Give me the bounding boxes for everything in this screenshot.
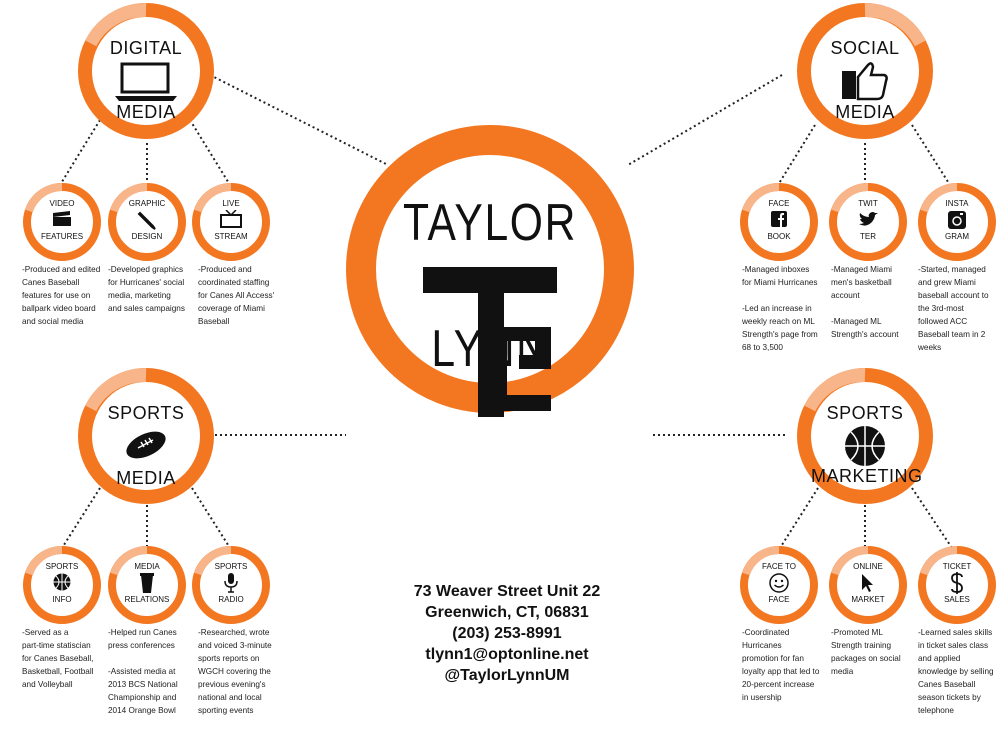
skill-top-label: FACE TO	[762, 562, 796, 571]
skill-bottom-label: STREAM	[214, 232, 248, 241]
hub-social-media: SOCIAL MEDIA	[797, 3, 933, 139]
skill-top-label: MEDIA	[134, 562, 160, 571]
skill-top-label: FACE	[768, 199, 790, 208]
hub-sports-marketing: SPORTS MARKETING	[797, 368, 933, 504]
skill-top-label: LIVE	[222, 199, 240, 208]
contact-address2: Greenwich, CT, 06831	[425, 604, 589, 621]
hub-bottom-label: MEDIA	[835, 102, 895, 122]
first-name: TAYLOR	[402, 194, 578, 252]
laptop-icon	[115, 62, 177, 101]
center-ring: TAYLOR LYNN	[346, 125, 634, 417]
skill-top-label: INSTA	[945, 199, 969, 208]
skill-graphic-design: GRAPHIC DESIGN	[108, 183, 186, 261]
skill-media-relations: MEDIA RELATIONS	[108, 546, 186, 624]
skill-online-market: ONLINE MARKET	[829, 546, 907, 624]
basketball-icon	[845, 426, 885, 466]
skill-live-stream: LIVE STREAM	[192, 183, 270, 261]
hub-top-label: SPORTS	[107, 403, 185, 423]
skill-ticket-sales: TICKET SALES	[918, 546, 996, 624]
skill-top-label: GRAPHIC	[128, 199, 166, 208]
skill-bottom-label: TER	[860, 232, 876, 241]
skill-bottom-label: SALES	[944, 595, 970, 604]
skill-instagram: INSTA GRAM	[918, 183, 996, 261]
tv-icon	[220, 210, 242, 228]
hub-top-label: DIGITAL	[109, 38, 183, 58]
contact-twitter-handle[interactable]: @TaylorLynnUM	[444, 667, 570, 684]
skill-top-label: TWIT	[858, 199, 878, 208]
smiley-icon	[769, 573, 789, 593]
skill-bottom-label: BOOK	[767, 232, 791, 241]
skill-twitter: TWIT TER	[829, 183, 907, 261]
thumbs-up-icon	[842, 62, 888, 101]
contact-email[interactable]: tlynn1@optonline.net	[425, 646, 589, 663]
skill-description: -Managed inboxes for Miami Hurricanes -L…	[742, 265, 818, 352]
clapperboard-icon	[53, 211, 71, 226]
skill-description: -Promoted ML Strength training packages …	[831, 628, 901, 676]
skill-top-label: TICKET	[942, 562, 972, 571]
skill-top-label: VIDEO	[49, 199, 75, 208]
skill-sports-info: SPORTS INFO	[23, 546, 101, 624]
facebook-icon	[771, 211, 787, 227]
cup-icon	[140, 573, 154, 593]
skill-bottom-label: DESIGN	[131, 232, 163, 241]
skill-bottom-label: MARKET	[851, 595, 885, 604]
skill-bottom-label: FEATURES	[40, 232, 84, 241]
skill-bottom-label: RADIO	[218, 595, 244, 604]
skill-bottom-label: GRAM	[945, 232, 969, 241]
skill-bottom-label: FACE	[768, 595, 790, 604]
skill-description: -Learned sales skills in ticket sales cl…	[918, 628, 994, 715]
dollar-icon	[951, 572, 963, 594]
hub-sports-media: SPORTS MEDIA	[78, 368, 214, 504]
instagram-icon	[948, 211, 966, 229]
hub-digital-media: DIGITAL MEDIA	[78, 3, 214, 139]
hub-top-label: SOCIAL	[830, 38, 900, 58]
contact-address1: 73 Weaver Street Unit 22	[413, 583, 601, 600]
contact-phone: (203) 253-8991	[452, 625, 562, 642]
skill-top-label: SPORTS	[214, 562, 248, 571]
basketball-icon	[53, 573, 71, 591]
football-icon	[126, 431, 166, 459]
hub-top-label: SPORTS	[826, 403, 904, 423]
hub-bottom-label: MEDIA	[116, 468, 176, 488]
skill-facebook: FACE BOOK	[740, 183, 818, 261]
microphone-icon	[224, 573, 238, 593]
monogram-logo	[423, 267, 557, 417]
skill-description: -Started, managed and grew Miami basebal…	[918, 265, 989, 352]
skill-top-label: SPORTS	[45, 562, 79, 571]
skill-sports-radio: SPORTS RADIO	[192, 546, 270, 624]
skill-description: -Managed Miami men's basketball account …	[831, 265, 899, 339]
skill-face-to-face: FACE TO FACE	[740, 546, 818, 624]
skill-bottom-label: INFO	[52, 595, 72, 604]
skill-description: -Produced and edited Canes Baseball feat…	[22, 265, 101, 326]
pencil-icon	[137, 211, 156, 230]
skill-description: -Helped run Canes press conferences -Ass…	[108, 628, 178, 715]
skill-description: -Coordinated Hurricanes promotion for fa…	[742, 628, 820, 702]
hub-bottom-label: MARKETING	[811, 466, 923, 486]
skill-bottom-label: RELATIONS	[124, 595, 170, 604]
skill-video-features: VIDEO FEATURES	[23, 183, 101, 261]
last-name: LYNN	[431, 320, 549, 378]
twitter-bird-icon	[859, 212, 878, 226]
skill-description: -Developed graphics for Hurricanes' soci…	[108, 265, 185, 313]
skill-description: -Produced and coordinated staffing for C…	[198, 265, 275, 326]
cursor-icon	[862, 574, 873, 592]
hub-bottom-label: MEDIA	[116, 102, 176, 122]
skill-description: -Served as a part-time statiscian for Ca…	[22, 628, 94, 689]
skill-description: -Researched, wrote and voiced 3-minute s…	[198, 628, 272, 715]
skill-top-label: ONLINE	[853, 562, 883, 571]
